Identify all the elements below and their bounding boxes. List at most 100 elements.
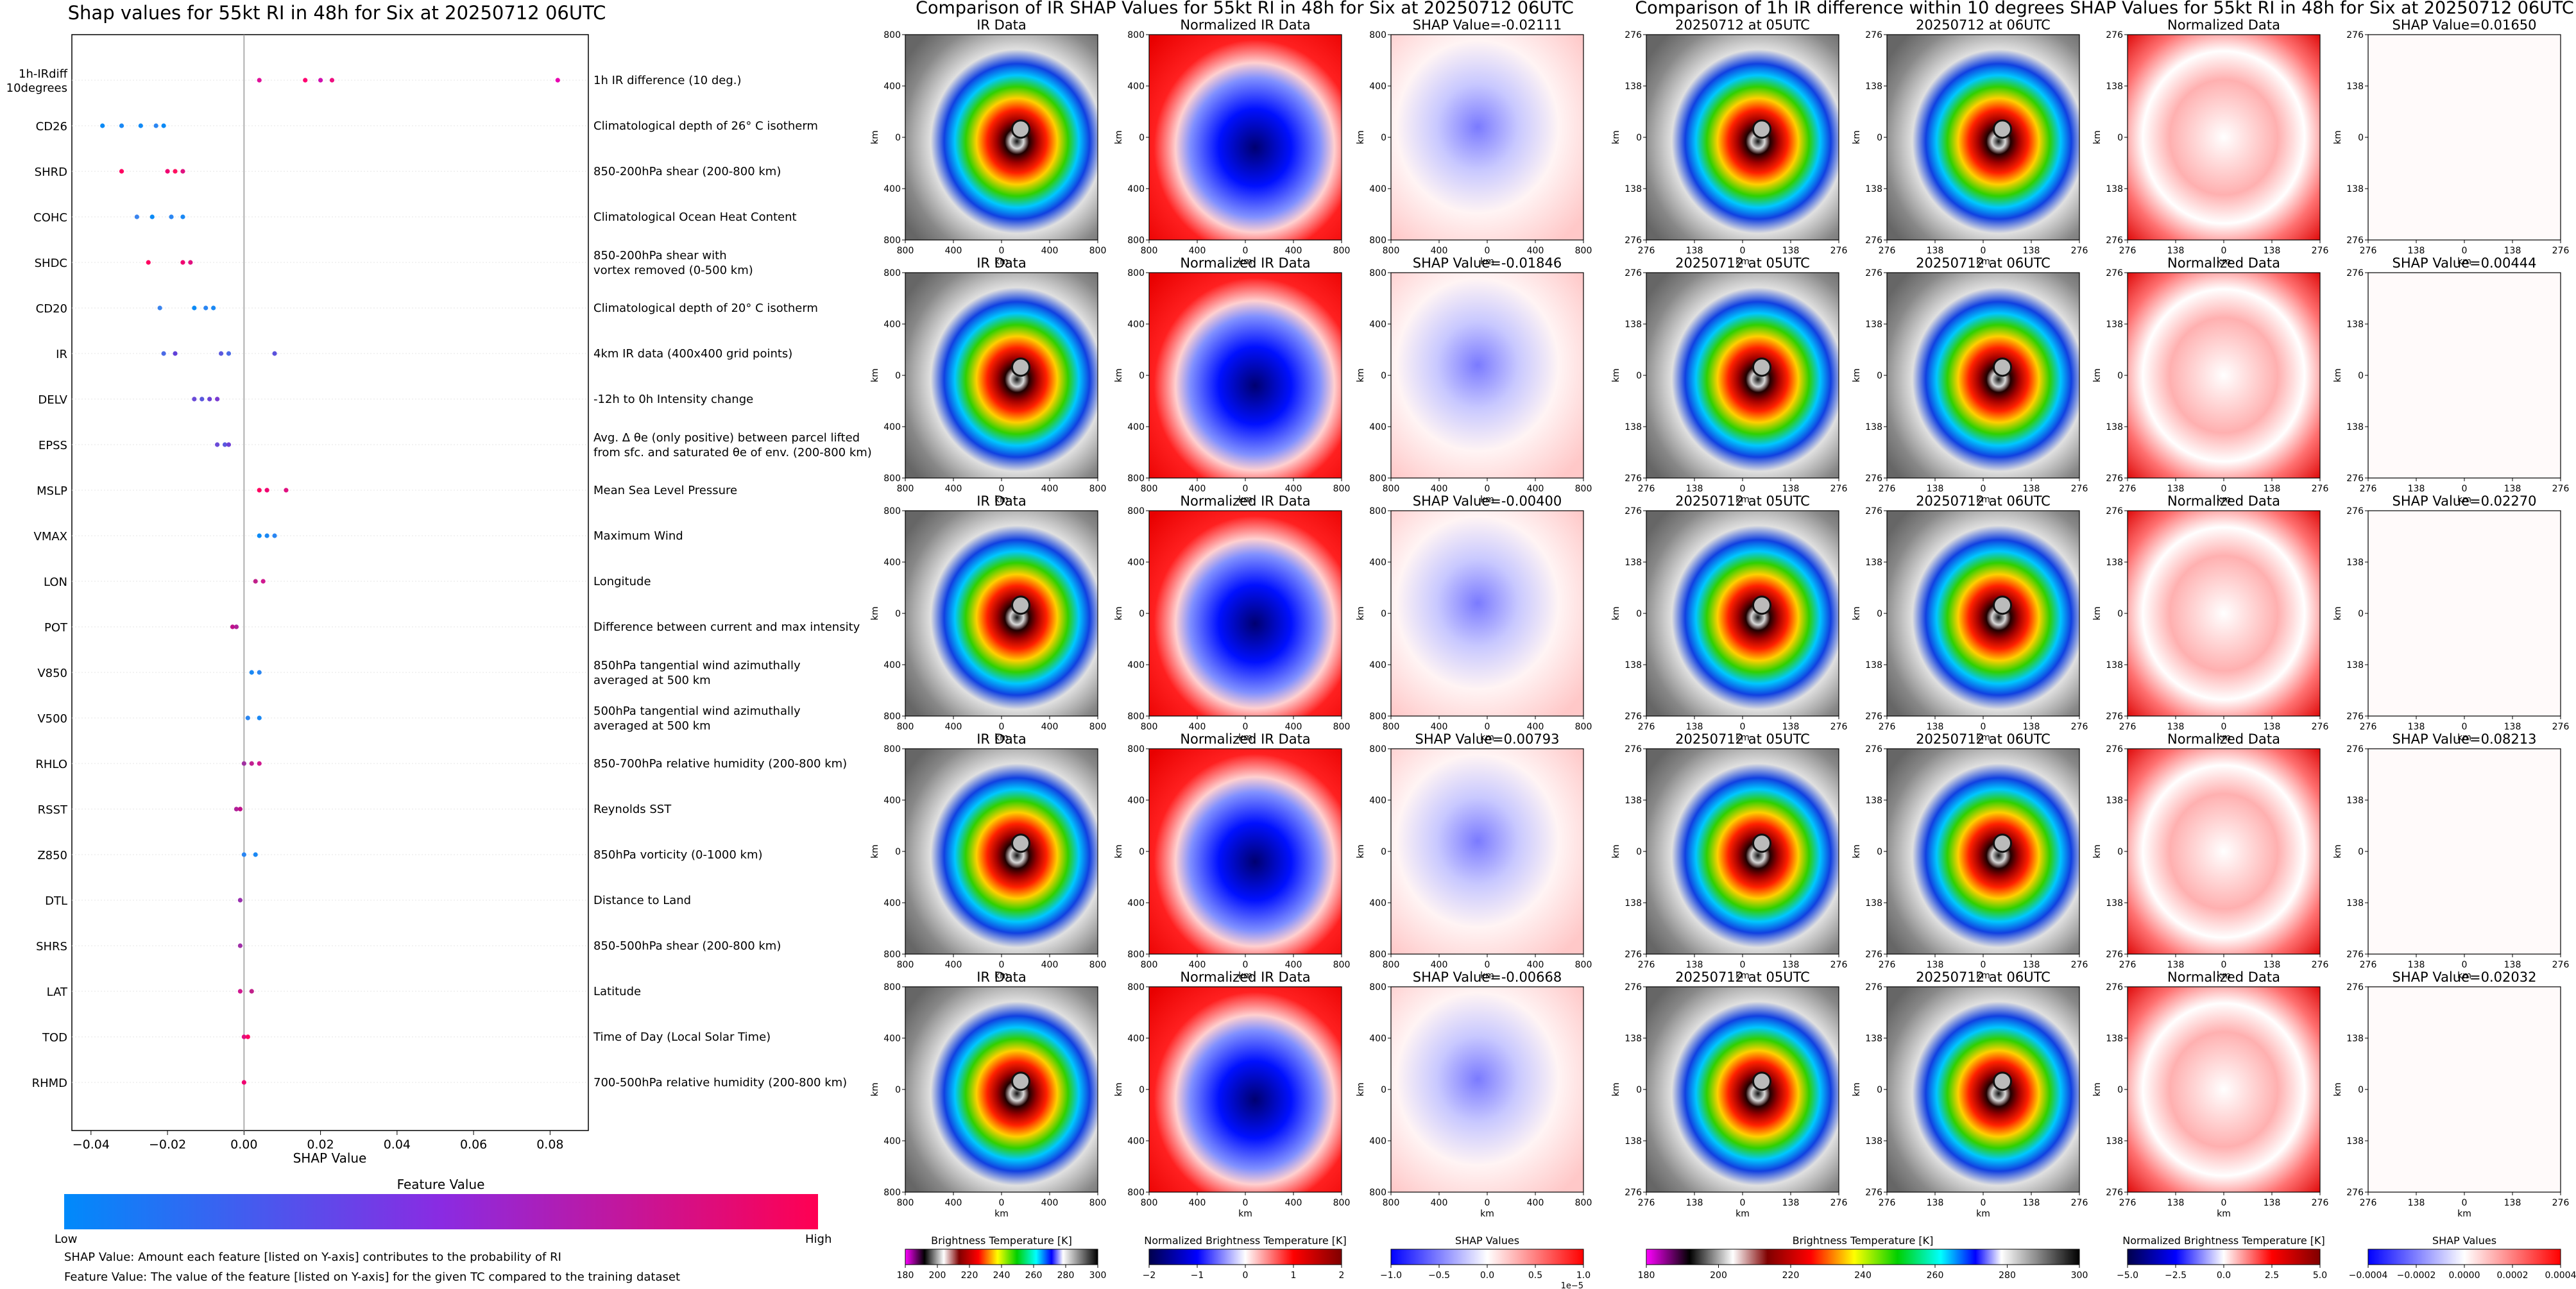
x-axis-label: km — [1736, 971, 1750, 981]
storm-eye — [1752, 357, 1771, 377]
y-tick-label: 276 — [1865, 235, 1882, 246]
panel-title: 20250712 at 05UTC — [1675, 17, 1810, 33]
y-tick-label: 276 — [1865, 506, 1882, 516]
y-tick-label: 276 — [1865, 712, 1882, 722]
y-tick-label: 276 — [2346, 506, 2364, 516]
y-tick-label: 800 — [1127, 268, 1145, 278]
y-tick-label: 138 — [1865, 796, 1882, 806]
shap-point — [226, 442, 232, 447]
x-tick-label: 0.08 — [536, 1138, 563, 1152]
y-tick-label: 0 — [1877, 847, 1882, 857]
shap-point — [237, 898, 243, 903]
x-tick-label: 138 — [2023, 1198, 2040, 1208]
y-tick-label: 800 — [883, 30, 901, 40]
image-panel: Normalized IR Data8008004004000040040080… — [1114, 731, 1350, 981]
note-feature-value: Feature Value: The value of the feature … — [64, 1270, 680, 1284]
x-tick-label: 0 — [1485, 1198, 1490, 1208]
y-tick-label: 400 — [883, 81, 901, 92]
y-tick-label: 276 — [1865, 474, 1882, 484]
colorbar-tick-label: 0.0004 — [2545, 1270, 2576, 1281]
y-axis-label: km — [1852, 844, 1862, 858]
y-tick-label: 138 — [1865, 898, 1882, 909]
y-tick-label: 0 — [1636, 133, 1642, 143]
y-tick-label: 276 — [2346, 950, 2364, 960]
colorbar-gradient — [1646, 1249, 2080, 1265]
x-tick-label: 0 — [2221, 1198, 2227, 1208]
panel-image — [905, 749, 1098, 954]
shap-point — [149, 214, 155, 219]
y-axis-label: km — [1611, 1082, 1621, 1097]
y-tick-label: 138 — [1865, 1034, 1882, 1044]
x-tick-label: 400 — [1189, 1198, 1206, 1208]
panel-image — [2128, 749, 2320, 954]
y-tick-label: 400 — [1127, 1034, 1145, 1044]
colorbar: Brightness Temperature [K] 180 200 220 240 26… — [897, 1234, 1107, 1281]
storm-eye — [1993, 833, 2012, 853]
x-tick-label: 0 — [1243, 722, 1249, 732]
y-tick-label: 276 — [2106, 950, 2123, 960]
y-tick-label: 276 — [1625, 30, 1642, 40]
x-tick-label: 276 — [1638, 484, 1655, 494]
y-tick-label: 138 — [1625, 184, 1642, 194]
panel-title: 20250712 at 06UTC — [1916, 969, 2051, 985]
x-tick-label: 138 — [1927, 484, 1944, 494]
y-tick-label: 276 — [1625, 950, 1642, 960]
feature-description: Distance to Land — [593, 894, 691, 907]
feature-label: CD26 — [36, 120, 67, 133]
storm-eye — [1752, 833, 1771, 853]
shap-point — [234, 807, 239, 812]
colorbar-gradient — [2367, 1249, 2561, 1265]
shap-point — [192, 305, 197, 311]
y-tick-label: 400 — [1369, 184, 1386, 194]
x-tick-label: 138 — [2504, 960, 2521, 970]
x-tick-label: 138 — [2167, 1198, 2185, 1208]
shap-point — [165, 169, 170, 174]
shap-point — [253, 852, 258, 857]
colorbar-tick-label: 200 — [1710, 1270, 1727, 1281]
feature-value-title: Feature Value — [397, 1177, 485, 1192]
summary-plot-frame — [71, 34, 589, 1131]
y-tick-label: 800 — [883, 712, 901, 722]
panel-image — [2128, 35, 2320, 240]
x-tick-label: 800 — [1383, 722, 1400, 732]
panel-title: Normalized IR Data — [1180, 493, 1310, 509]
x-axis-label: km — [1736, 257, 1750, 267]
x-tick-label: 138 — [1686, 722, 1703, 732]
x-axis-label: km — [1238, 971, 1252, 981]
colorbar-offset: 1e−5 — [1561, 1281, 1583, 1289]
x-tick-label: 276 — [2119, 484, 2137, 494]
shap-point — [226, 351, 232, 356]
x-tick-label: 800 — [1333, 722, 1351, 732]
x-tick-label: 138 — [1927, 246, 1944, 256]
y-tick-label: 138 — [2346, 422, 2364, 432]
x-axis-label: km — [2457, 1209, 2471, 1219]
image-panel: Normalized Data2762761381380013813827627… — [2092, 493, 2328, 743]
x-tick-label: 0 — [2462, 1198, 2468, 1208]
panel-title: Normalized IR Data — [1180, 17, 1310, 33]
shap-point — [180, 169, 185, 174]
image-panel: Normalized Data2762761381380013813827627… — [2092, 17, 2328, 267]
x-tick-label: 138 — [1782, 1198, 1800, 1208]
panel-image — [2368, 273, 2561, 478]
storm-eye — [1011, 833, 1030, 853]
x-tick-label: 400 — [945, 1198, 962, 1208]
x-tick-label: 276 — [1879, 246, 1896, 256]
panel-title: IR Data — [977, 969, 1027, 985]
shap-point — [249, 761, 254, 766]
x-tick-label: 276 — [2312, 960, 2329, 970]
x-tick-label: 138 — [2167, 246, 2185, 256]
x-axis-label: km — [1480, 495, 1494, 505]
x-tick-label: 276 — [2071, 246, 2088, 256]
y-tick-label: 400 — [883, 898, 901, 909]
y-tick-label: 276 — [1625, 235, 1642, 246]
image-panel: SHAP Value=0.020322762761381380013813827… — [2333, 969, 2569, 1219]
panel-image — [2368, 987, 2561, 1192]
shap-point — [234, 624, 239, 629]
y-tick-label: 0 — [1381, 1085, 1386, 1095]
x-tick-label: 0 — [1981, 722, 1986, 732]
shap-point — [100, 123, 105, 128]
y-tick-label: 800 — [1369, 950, 1386, 960]
x-tick-label: 276 — [2071, 722, 2088, 732]
y-tick-label: 138 — [1865, 558, 1882, 568]
